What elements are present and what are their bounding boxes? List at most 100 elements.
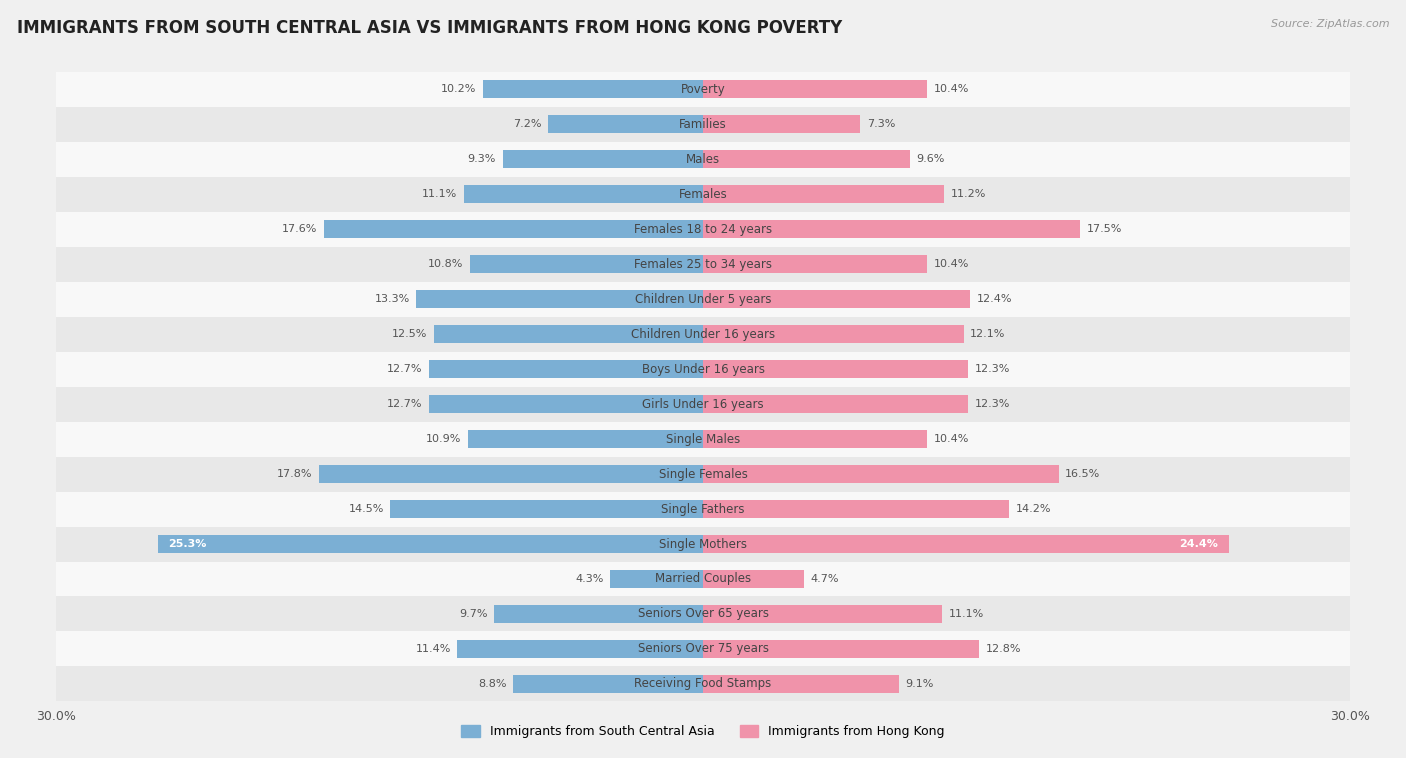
Bar xyxy=(56,387,1350,421)
Bar xyxy=(703,535,1229,553)
Text: 10.8%: 10.8% xyxy=(429,259,464,269)
Text: Single Mothers: Single Mothers xyxy=(659,537,747,550)
Text: 12.7%: 12.7% xyxy=(387,399,423,409)
Bar xyxy=(703,325,965,343)
Text: 4.3%: 4.3% xyxy=(575,574,603,584)
Bar xyxy=(433,325,703,343)
Text: Females: Females xyxy=(679,188,727,201)
Text: IMMIGRANTS FROM SOUTH CENTRAL ASIA VS IMMIGRANTS FROM HONG KONG POVERTY: IMMIGRANTS FROM SOUTH CENTRAL ASIA VS IM… xyxy=(17,19,842,37)
Bar xyxy=(391,500,703,518)
Text: 9.3%: 9.3% xyxy=(468,154,496,164)
Text: 7.3%: 7.3% xyxy=(868,119,896,129)
Bar xyxy=(494,605,703,623)
Bar xyxy=(56,177,1350,211)
Bar xyxy=(703,605,942,623)
Bar xyxy=(703,255,927,273)
Text: 14.2%: 14.2% xyxy=(1015,504,1052,514)
Bar xyxy=(470,255,703,273)
Text: 10.2%: 10.2% xyxy=(441,84,477,94)
Text: Seniors Over 75 years: Seniors Over 75 years xyxy=(637,643,769,656)
Text: Males: Males xyxy=(686,152,720,166)
Text: 7.2%: 7.2% xyxy=(513,119,541,129)
Text: Seniors Over 65 years: Seniors Over 65 years xyxy=(637,607,769,621)
Bar xyxy=(323,220,703,238)
Bar xyxy=(703,430,927,448)
Text: 16.5%: 16.5% xyxy=(1066,469,1101,479)
Bar xyxy=(703,640,979,658)
Bar xyxy=(319,465,703,483)
Bar xyxy=(484,80,703,99)
Text: Single Females: Single Females xyxy=(658,468,748,481)
Bar xyxy=(56,211,1350,246)
Text: 10.9%: 10.9% xyxy=(426,434,461,444)
Bar xyxy=(548,115,703,133)
Bar xyxy=(464,185,703,203)
Bar xyxy=(56,631,1350,666)
Bar xyxy=(703,150,910,168)
Text: 13.3%: 13.3% xyxy=(374,294,409,304)
Text: 14.5%: 14.5% xyxy=(349,504,384,514)
Bar xyxy=(157,535,703,553)
Bar xyxy=(502,150,703,168)
Legend: Immigrants from South Central Asia, Immigrants from Hong Kong: Immigrants from South Central Asia, Immi… xyxy=(456,720,950,744)
Text: 10.4%: 10.4% xyxy=(934,84,969,94)
Bar xyxy=(703,500,1010,518)
Bar xyxy=(513,675,703,693)
Text: 12.4%: 12.4% xyxy=(977,294,1012,304)
Text: 12.8%: 12.8% xyxy=(986,644,1021,654)
Text: 12.3%: 12.3% xyxy=(974,399,1010,409)
Bar xyxy=(703,80,927,99)
Bar xyxy=(703,570,804,588)
Bar xyxy=(56,456,1350,491)
Bar xyxy=(703,290,970,309)
Bar xyxy=(56,421,1350,456)
Bar xyxy=(56,317,1350,352)
Text: 17.6%: 17.6% xyxy=(281,224,318,234)
Bar xyxy=(703,675,900,693)
Bar xyxy=(457,640,703,658)
Bar xyxy=(703,465,1059,483)
Text: Single Fathers: Single Fathers xyxy=(661,503,745,515)
Text: Source: ZipAtlas.com: Source: ZipAtlas.com xyxy=(1271,19,1389,29)
Bar xyxy=(56,597,1350,631)
Text: Poverty: Poverty xyxy=(681,83,725,96)
Bar xyxy=(56,527,1350,562)
Bar xyxy=(56,72,1350,107)
Bar xyxy=(703,220,1080,238)
Text: Females 18 to 24 years: Females 18 to 24 years xyxy=(634,223,772,236)
Text: 12.3%: 12.3% xyxy=(974,364,1010,374)
Bar xyxy=(56,107,1350,142)
Bar xyxy=(703,115,860,133)
Bar xyxy=(468,430,703,448)
Text: 9.6%: 9.6% xyxy=(917,154,945,164)
Text: 24.4%: 24.4% xyxy=(1180,539,1218,549)
Text: 11.4%: 11.4% xyxy=(415,644,451,654)
Bar xyxy=(56,142,1350,177)
Text: 12.5%: 12.5% xyxy=(392,329,427,339)
Bar xyxy=(56,352,1350,387)
Bar xyxy=(416,290,703,309)
Text: 25.3%: 25.3% xyxy=(169,539,207,549)
Text: Girls Under 16 years: Girls Under 16 years xyxy=(643,398,763,411)
Text: 12.7%: 12.7% xyxy=(387,364,423,374)
Text: 12.1%: 12.1% xyxy=(970,329,1005,339)
Text: 9.1%: 9.1% xyxy=(905,679,934,689)
Bar xyxy=(429,395,703,413)
Bar xyxy=(56,282,1350,317)
Text: 4.7%: 4.7% xyxy=(811,574,839,584)
Text: Females 25 to 34 years: Females 25 to 34 years xyxy=(634,258,772,271)
Text: 8.8%: 8.8% xyxy=(478,679,506,689)
Text: 11.1%: 11.1% xyxy=(949,609,984,619)
Bar xyxy=(56,666,1350,701)
Text: 11.2%: 11.2% xyxy=(950,190,986,199)
Bar xyxy=(703,360,969,378)
Bar xyxy=(703,185,945,203)
Bar xyxy=(56,491,1350,527)
Text: Children Under 5 years: Children Under 5 years xyxy=(634,293,772,305)
Text: Families: Families xyxy=(679,117,727,130)
Text: 17.8%: 17.8% xyxy=(277,469,312,479)
Bar xyxy=(610,570,703,588)
Text: 17.5%: 17.5% xyxy=(1087,224,1122,234)
Bar xyxy=(703,395,969,413)
Text: Married Couples: Married Couples xyxy=(655,572,751,585)
